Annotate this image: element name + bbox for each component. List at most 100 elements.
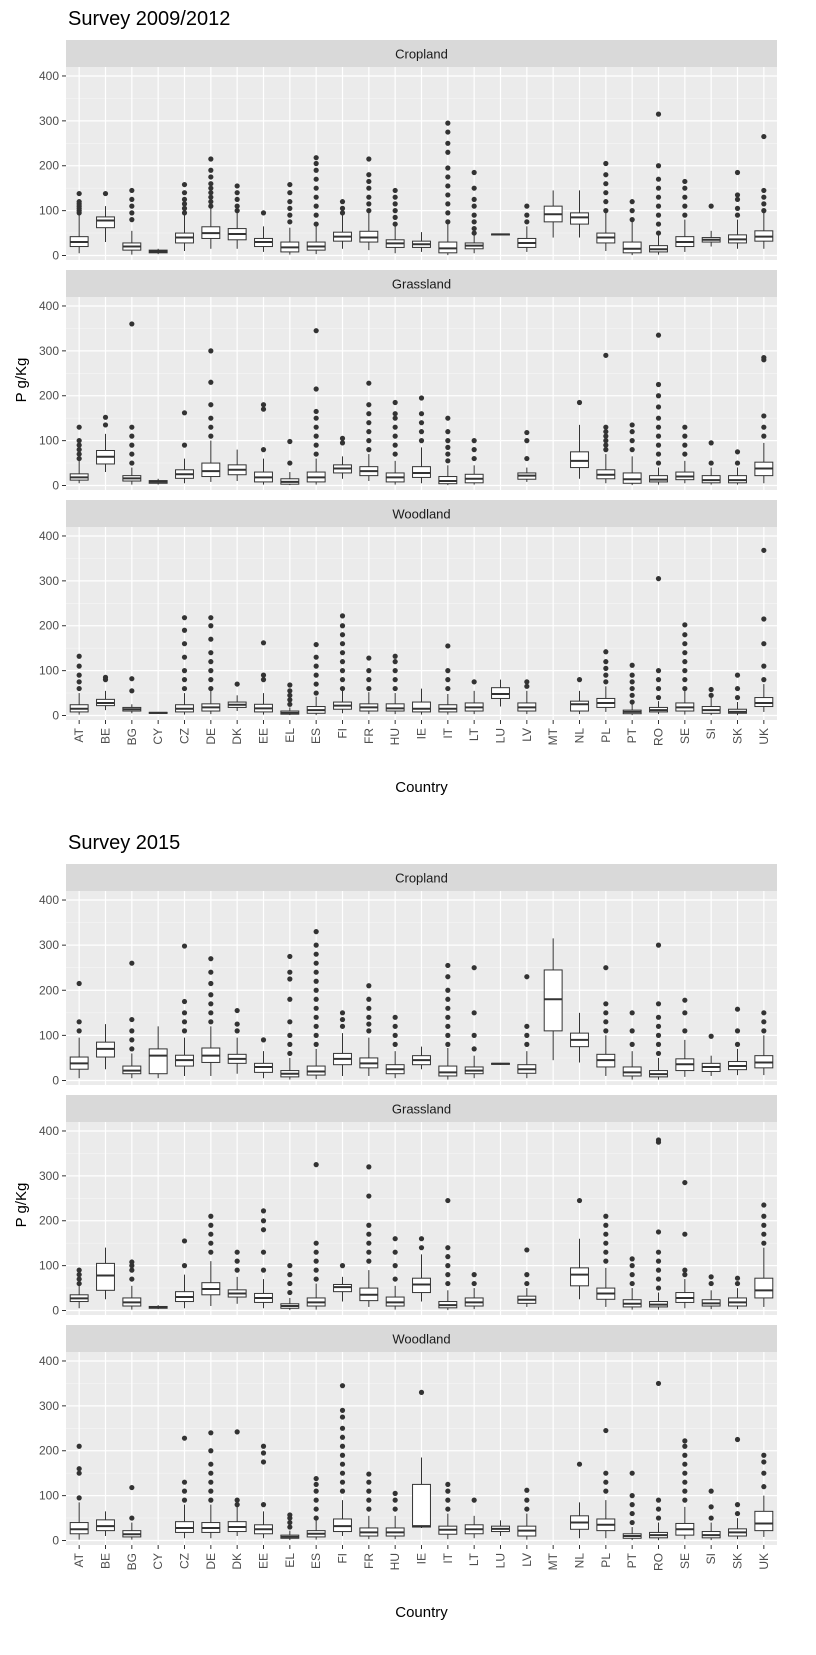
x-tick-label: SE [678,728,692,744]
facet-label: Cropland [395,47,448,62]
outlier-point [761,424,767,430]
boxplot-lv [517,429,537,482]
outlier-point [208,956,214,962]
outlier-point [392,1276,398,1282]
outlier-point [287,1512,293,1518]
outlier-point [524,429,530,436]
outlier-point [471,438,477,444]
boxplot-be [96,1247,115,1300]
outlier-point [181,442,188,448]
outlier-point [234,681,240,687]
outlier-point [313,194,319,200]
outlier-point [313,160,319,167]
outlier-point [761,663,767,669]
outlier-point [418,411,425,417]
outlier-point [761,1028,767,1034]
outlier-point [418,420,425,426]
box [412,1483,431,1528]
outlier-point [313,672,319,678]
outlier-point [366,420,372,426]
x-tick-label: PT [625,727,639,743]
boxplot-at [69,1443,89,1540]
outlier-point [629,1028,635,1034]
box [148,1048,168,1075]
outlier-point [655,451,662,457]
outlier-point [445,1041,451,1047]
boxplot-es [306,328,326,485]
outlier-point [76,679,82,685]
outlier-point [734,205,741,211]
boxplot-sk [728,449,747,485]
outlier-point [339,1434,346,1440]
outlier-point [313,681,319,687]
x-tick-label: SK [731,1553,745,1569]
outlier-point [366,156,372,162]
outlier-point [445,1263,451,1269]
outlier-point [445,987,451,993]
boxplot-fi [333,613,352,714]
outlier-point [129,451,135,457]
outlier-point [655,393,662,399]
box [622,241,642,254]
y-tick-label: 100 [39,1028,59,1042]
outlier-point [471,219,477,225]
outlier-point [445,149,451,155]
outlier-point [208,203,214,209]
boxplot-ee [254,1443,273,1539]
x-tick-label: EL [283,1553,297,1568]
outlier-point [234,1007,240,1014]
outlier-point [655,942,662,948]
boxplot-bg [122,676,142,714]
outlier-point [102,674,109,680]
boxplot-nl [570,190,589,238]
x-tick-label: IE [415,728,429,739]
outlier-point [181,943,188,949]
outlier-point [655,1515,662,1521]
outlier-point [761,641,767,647]
outlier-point [260,402,267,408]
boxplot-ie [412,232,431,252]
outlier-point [129,217,135,223]
outlier-point [603,965,609,971]
outlier-point [629,1256,635,1262]
outlier-point [76,190,82,197]
outlier-point [734,685,741,692]
outlier-point [392,1032,398,1038]
outlier-point [629,1510,635,1517]
outlier-point [313,1267,319,1273]
boxplot-pl [596,1427,616,1539]
outlier-point [313,1014,319,1020]
outlier-point [287,219,293,225]
outlier-point [603,1470,609,1476]
outlier-point [208,379,214,385]
boxplot-ie [412,1046,431,1070]
outlier-point [682,433,688,439]
y-tick-label: 400 [39,69,59,83]
outlier-point [287,682,293,688]
outlier-point [524,683,530,689]
outlier-point [761,1231,767,1237]
outlier-point [234,196,240,203]
outlier-point [761,547,767,553]
outlier-point [234,183,240,189]
outlier-point [734,1510,741,1517]
outlier-point [208,636,214,642]
outlier-point [445,1014,451,1020]
outlier-point [208,1430,214,1436]
outlier-point [208,659,214,665]
outlier-point [234,208,240,214]
outlier-point [366,996,372,1002]
outlier-point [76,1019,82,1025]
outlier-point [181,1497,188,1503]
box [570,451,589,469]
outlier-point [392,1236,398,1242]
outlier-point [339,668,346,674]
outlier-point [445,1272,451,1278]
facet-strip [66,1325,777,1352]
x-tick-label: UK [757,728,771,745]
x-tick-label: BE [99,728,113,744]
boxplot-el [280,181,300,255]
outlier-point [129,321,135,327]
outlier-point [287,1289,293,1296]
outlier-point [366,1249,372,1255]
